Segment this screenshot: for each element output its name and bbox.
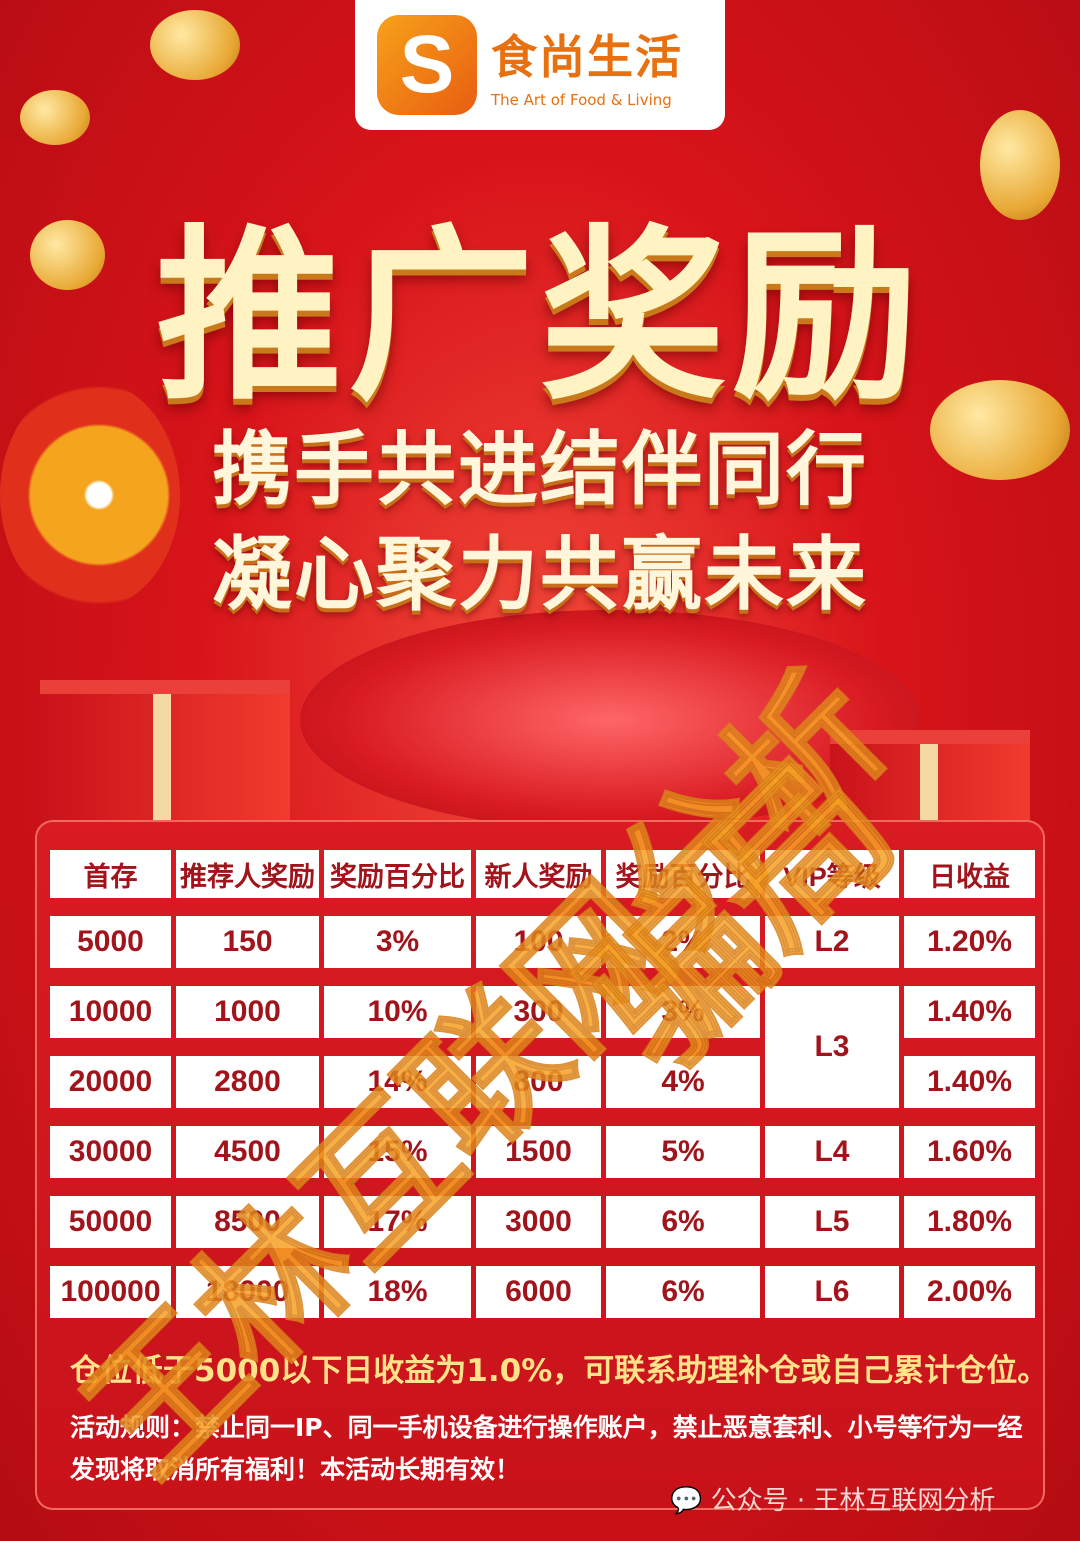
ring-decoration (930, 380, 1070, 480)
brand-tagline: The Art of Food & Living (491, 91, 672, 109)
poster-title: 推广奖励 (155, 208, 924, 425)
table-cell: 10000 (50, 986, 171, 1038)
table-cell: 100 (476, 916, 601, 968)
table-cell: 2800 (176, 1056, 319, 1108)
coin-decoration (30, 220, 105, 290)
coin-decoration (980, 110, 1060, 220)
table-cell: 2.00% (904, 1266, 1035, 1318)
table-cell: 6% (606, 1266, 760, 1318)
subtitle-1: 携手共进结伴同行 (212, 423, 868, 516)
table-cell: 1.80% (904, 1196, 1035, 1248)
table-cell: L2 (765, 916, 899, 968)
table-cell: 6000 (476, 1266, 601, 1318)
logo-mark-icon: S (377, 15, 477, 115)
reward-table: 首存 推荐人奖励 奖励百分比 新人奖励 奖励百分比 VIP等级 日收益 5000… (45, 832, 1040, 1336)
table-cell: 8500 (176, 1196, 319, 1248)
brand-logo: S 食尚生活 The Art of Food & Living (355, 0, 725, 130)
table-cell: 1.40% (904, 986, 1035, 1038)
table-row: 30000 4500 15% 1500 5% L4 1.60% (50, 1126, 1035, 1178)
table-cell: 4500 (176, 1126, 319, 1178)
table-cell: 5% (606, 1126, 760, 1178)
table-cell: 10% (324, 986, 471, 1038)
gift-box-left (40, 680, 290, 840)
header-cell: 日收益 (904, 850, 1035, 898)
table-cell: 1.40% (904, 1056, 1035, 1108)
table-cell: 1.20% (904, 916, 1035, 968)
subtitle-2: 凝心聚力共赢未来 (212, 528, 868, 621)
table-cell: 15% (324, 1126, 471, 1178)
table-cell: 150 (176, 916, 319, 968)
header-cell: VIP等级 (765, 850, 899, 898)
table-cell: 6% (606, 1196, 760, 1248)
table-cell: 3% (324, 916, 471, 968)
megaphone-icon (0, 380, 180, 610)
table-cell: 100000 (50, 1266, 171, 1318)
table-cell: 800 (476, 1056, 601, 1108)
table-cell: 300 (476, 986, 601, 1038)
table-cell: L6 (765, 1266, 899, 1318)
table-cell: 50000 (50, 1196, 171, 1248)
table-cell: 3% (606, 986, 760, 1038)
position-note: 仓位低于5000以下日收益为1.0%，可联系助理补仓或自己累计仓位。 (70, 1353, 1049, 1389)
table-row: 10000 1000 10% 300 3% L3 1.40% (50, 986, 1035, 1108)
table-cell: 2% (606, 916, 760, 968)
table-cell: 14% (324, 1056, 471, 1108)
table-cell: L3 (765, 986, 899, 1108)
table-cell: 20000 (50, 1056, 171, 1108)
table-header-row: 首存 推荐人奖励 奖励百分比 新人奖励 奖励百分比 VIP等级 日收益 (50, 850, 1035, 898)
table-cell: 1000 (176, 986, 319, 1038)
wechat-icon: 💬 (670, 1486, 711, 1516)
table-cell: 18% (324, 1266, 471, 1318)
table-row: 20000 2800 14% 800 4% 1.40% (50, 1056, 1035, 1108)
stage-decoration (300, 610, 920, 830)
table-cell: 1.60% (904, 1126, 1035, 1178)
header-cell: 新人奖励 (476, 850, 601, 898)
source-text: 公众号 · 王林互联网分析 (710, 1486, 996, 1516)
table-cell: 5000 (50, 916, 171, 968)
table-row: 5000 150 3% 100 2% L2 1.20% (50, 916, 1035, 968)
table-cell: L5 (765, 1196, 899, 1248)
table-cell: 30000 (50, 1126, 171, 1178)
activity-rules: 活动规则：禁止同一IP、同一手机设备进行操作账户，禁止恶意套利、小号等行为一经发… (70, 1413, 1023, 1484)
table-cell: 18000 (176, 1266, 319, 1318)
table-cell: 1500 (476, 1126, 601, 1178)
source-attribution: 💬 公众号 · 王林互联网分析 (670, 1480, 995, 1517)
table-row: 100000 18000 18% 6000 6% L6 2.00% (50, 1266, 1035, 1318)
table-row: 50000 8500 17% 3000 6% L5 1.80% (50, 1196, 1035, 1248)
header-cell: 推荐人奖励 (176, 850, 319, 898)
table-cell: 4% (606, 1056, 760, 1108)
coin-decoration (20, 90, 90, 145)
header-cell: 奖励百分比 (324, 850, 471, 898)
table-cell: 17% (324, 1196, 471, 1248)
header-cell: 奖励百分比 (606, 850, 760, 898)
brand-name: 食尚生活 (491, 30, 683, 84)
table-cell: 3000 (476, 1196, 601, 1248)
table-cell: L4 (765, 1126, 899, 1178)
coin-decoration (150, 10, 240, 80)
header-cell: 首存 (50, 850, 171, 898)
